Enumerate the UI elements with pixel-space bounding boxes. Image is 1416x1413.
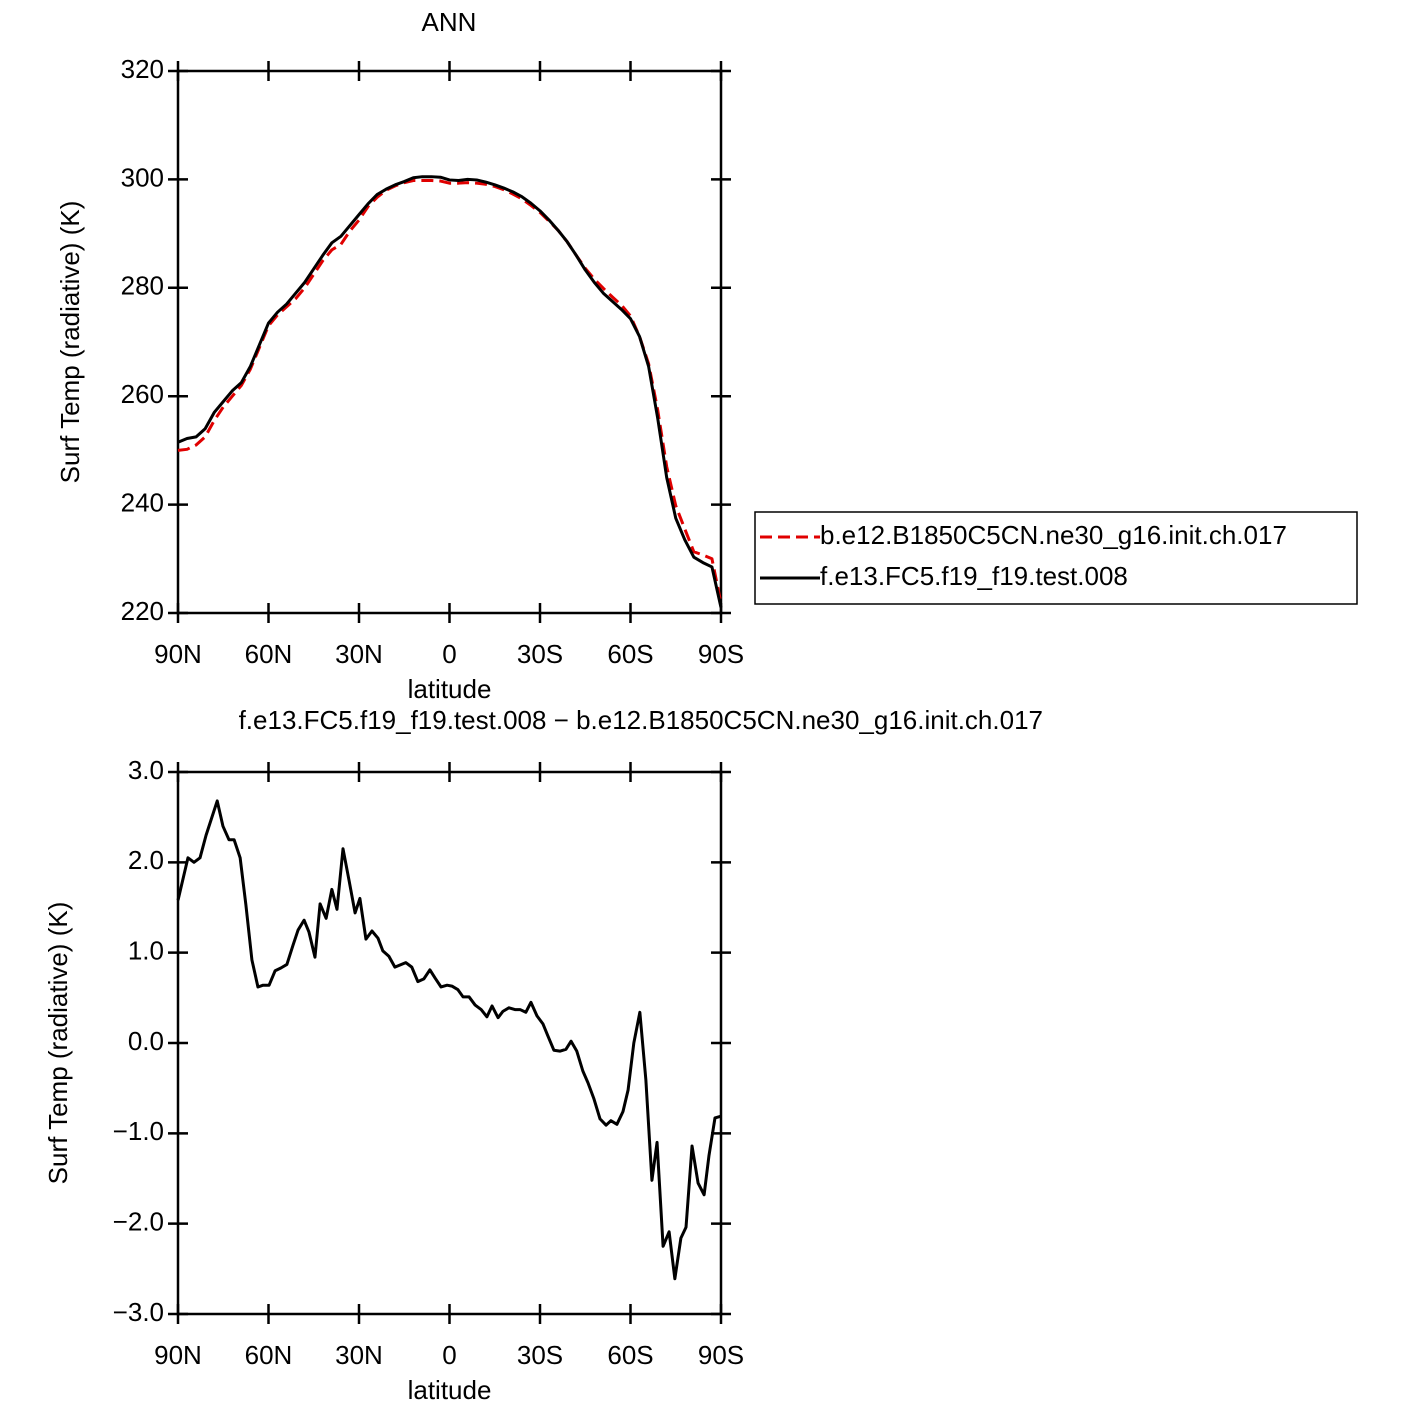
legend: b.e12.B1850C5CN.ne30_g16.init.ch.017 f.e1… [754,511,1358,605]
y-tick-label: 240 [121,487,164,517]
x-tick-label: 30N [335,1340,383,1370]
x-tick-label: 60N [245,639,293,669]
y-tick-label: −3.0 [113,1297,164,1327]
y-tick-label: −2.0 [113,1207,164,1237]
legend-box [754,511,1358,605]
x-tick-label: 30S [517,1340,563,1370]
x-tick-label: 90S [698,1340,744,1370]
plot-frame [176,69,723,615]
x-tick-label: 90S [698,639,744,669]
chart-title: ANN [422,7,477,37]
y-tick-label: 3.0 [128,755,164,785]
x-tick-label: 60N [245,1340,293,1370]
y-tick-label: 2.0 [128,845,164,875]
x-tick-label: 90N [154,639,202,669]
y-tick-label: 220 [121,596,164,626]
y-tick-label: 1.0 [128,936,164,966]
data-line [177,178,723,604]
y-tick-label: 280 [121,271,164,301]
y-tick-label: 0.0 [128,1026,164,1056]
data-line [176,799,722,1281]
y-axis-label: Surf Temp (radiative) (K) [43,902,73,1185]
x-tick-label: 0 [442,639,456,669]
legend-label: b.e12.B1850C5CN.ne30_g16.init.ch.017 [820,520,1287,550]
x-tick-label: 60S [607,1340,653,1370]
legend-label: f.e13.FC5.f19_f19.test.008 [820,561,1128,591]
plot-panel: ANN latitude Surf Temp (radiative) (K) 220 2… [55,7,1358,704]
x-tick-label: 60S [607,639,653,669]
x-tick-label: 0 [442,1340,456,1370]
data-line [177,175,723,608]
y-tick-label: −1.0 [113,1116,164,1146]
x-tick-label: 90N [154,1340,202,1370]
y-tick-label: 320 [121,54,164,84]
x-tick-label: 30N [335,639,383,669]
plot-frame [176,770,723,1316]
y-tick-label: 300 [121,162,164,192]
y-axis-label: Surf Temp (radiative) (K) [55,201,85,484]
chart-title: f.e13.FC5.f19_f19.test.008 − b.e12.B1850… [239,705,1043,735]
plot-panel: f.e13.FC5.f19_f19.test.008 − b.e12.B1850… [43,705,1043,1405]
y-tick-label: 260 [121,379,164,409]
x-axis-label: latitude [408,674,492,704]
x-tick-label: 30S [517,639,563,669]
x-axis-label: latitude [408,1375,492,1405]
